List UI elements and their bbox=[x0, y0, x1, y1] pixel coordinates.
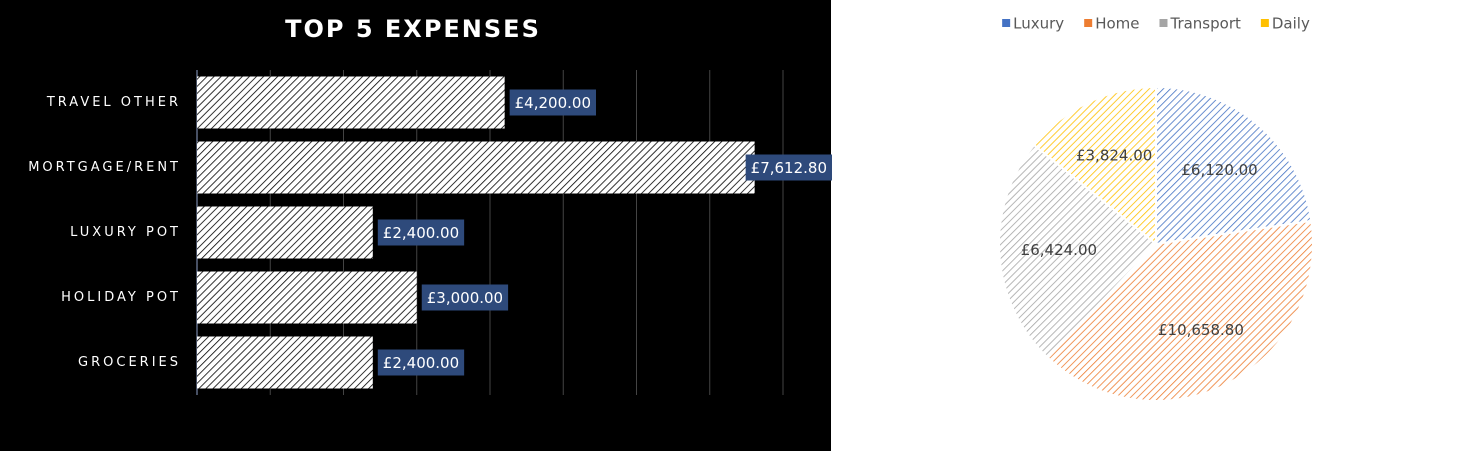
data-label-text: £4,200.00 bbox=[515, 94, 591, 112]
pie-slice bbox=[1155, 85, 1313, 246]
bar bbox=[197, 76, 505, 129]
bar bbox=[197, 271, 417, 324]
data-label-text: £2,400.00 bbox=[383, 354, 459, 372]
data-label-box bbox=[509, 89, 596, 116]
legend-marker bbox=[1002, 19, 1011, 27]
pie-slice bbox=[998, 143, 1158, 360]
data-label-box bbox=[377, 349, 465, 376]
pie-slice bbox=[1032, 85, 1157, 247]
legend-label: Daily bbox=[1272, 15, 1310, 33]
data-label-box bbox=[421, 284, 509, 311]
data-label: £6,120.00 bbox=[1181, 161, 1257, 179]
legend-label: Transport bbox=[1169, 15, 1241, 33]
data-label-box bbox=[745, 154, 832, 181]
data-label: £7,612.80 bbox=[745, 154, 832, 181]
data-label: £3,000.00 bbox=[421, 284, 509, 311]
legend-marker bbox=[1084, 19, 1093, 27]
data-label: £2,400.00 bbox=[377, 219, 465, 246]
data-label-box bbox=[377, 219, 465, 246]
data-label-text: £7,612.80 bbox=[751, 159, 827, 177]
y-tick-label: GROCERIES bbox=[78, 355, 181, 370]
y-tick-label: TRAVEL OTHER bbox=[46, 95, 181, 110]
data-label: £3,824.00 bbox=[1076, 147, 1152, 165]
data-label: £6,424.00 bbox=[1021, 241, 1097, 259]
y-tick-label: HOLIDAY POT bbox=[61, 290, 181, 305]
bar bbox=[197, 141, 755, 194]
chart-title: TOP 5 EXPENSES bbox=[285, 15, 541, 43]
legend-label: Home bbox=[1095, 15, 1139, 33]
legend-label: Luxury bbox=[1013, 15, 1064, 33]
legend-marker bbox=[1159, 19, 1168, 27]
pie-slice bbox=[1046, 219, 1314, 402]
data-label-text: £2,400.00 bbox=[383, 224, 459, 242]
bar bbox=[197, 206, 373, 259]
y-tick-label: MORTGAGE/RENT bbox=[28, 160, 181, 175]
data-label: £4,200.00 bbox=[509, 89, 596, 116]
data-label: £2,400.00 bbox=[377, 349, 465, 376]
data-label-text: £3,000.00 bbox=[427, 289, 503, 307]
legend-marker bbox=[1260, 19, 1269, 27]
y-tick-label: LUXURY POT bbox=[70, 225, 181, 240]
data-label: £10,658.80 bbox=[1158, 321, 1244, 339]
bar bbox=[197, 336, 373, 389]
